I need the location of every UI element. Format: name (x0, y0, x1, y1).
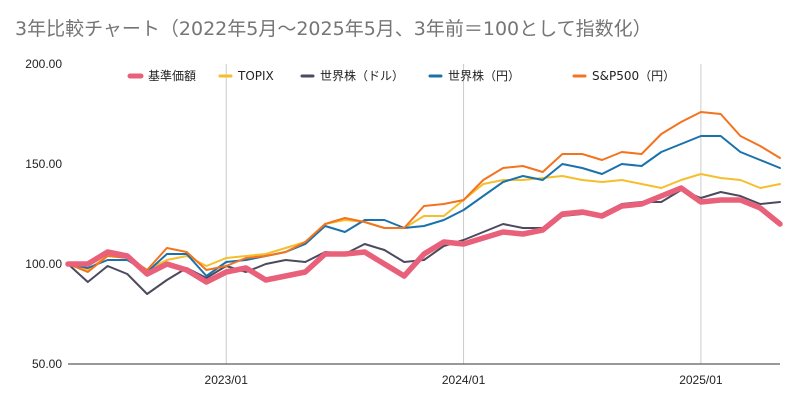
axes: 50.00 100.00 150.00 200.00 2023/01 2024/01 202… (25, 57, 780, 387)
legend-label: 世界株（円） (448, 68, 520, 83)
series-line-4 (67, 111, 781, 273)
chart-title: 3年比較チャート（2022年5月～2025年5月、3年前＝100として指数化） (15, 18, 652, 40)
y-tick-label: 100.00 (25, 257, 62, 271)
y-tick-label: 200.00 (25, 57, 62, 71)
gridlines (225, 64, 702, 364)
legend-label: 世界株（ドル） (320, 68, 404, 83)
legend-label: S&P500（円） (592, 69, 675, 83)
x-tick-label: 2023/01 (205, 373, 249, 387)
series-lines (65, 111, 783, 295)
x-tick-label: 2024/01 (442, 373, 486, 387)
legend-label: TOPIX (237, 69, 274, 83)
legend-label: 基準価額 (148, 68, 196, 83)
y-tick-label: 50.00 (32, 357, 62, 371)
series-line-1 (67, 173, 781, 271)
legend: 基準価額 TOPIX 世界株（ドル） 世界株（円） S&P500（円） (127, 68, 675, 83)
series-line-3 (67, 135, 781, 277)
x-tick-label: 2025/01 (679, 373, 723, 387)
y-tick-label: 150.00 (25, 157, 62, 171)
series-line-0 (65, 185, 783, 285)
